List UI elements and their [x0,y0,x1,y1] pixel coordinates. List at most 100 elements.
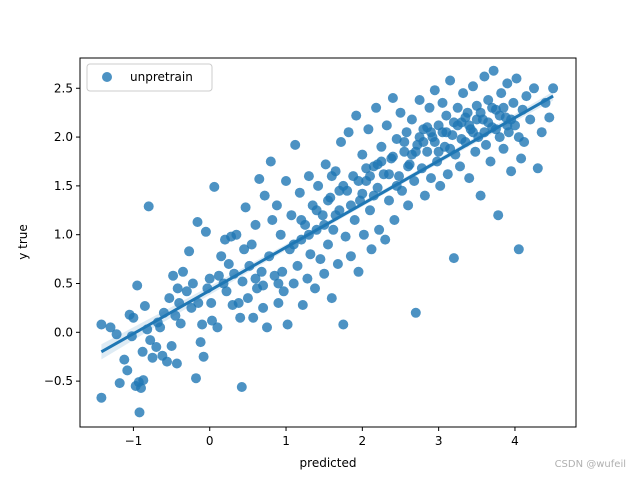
data-point [363,124,374,135]
legend-box [86,63,213,92]
data-point [389,215,400,225]
data-point [381,120,392,131]
x-tick-label: 1 [282,434,290,448]
data-point [365,205,375,216]
data-point [452,102,463,113]
data-point [320,159,331,170]
data-point [191,373,201,384]
data-point [138,375,149,386]
data-point [414,95,425,105]
data-point [353,176,364,186]
data-point [231,229,242,240]
legend: unpretrain [86,63,213,92]
data-point [96,319,107,330]
data-point [513,132,524,143]
data-point [464,120,475,131]
data-point [212,322,223,333]
data-point [529,83,539,94]
data-point [332,259,343,269]
data-point [481,139,491,150]
data-point [437,97,448,108]
data-point [544,112,555,123]
data-point [328,224,339,235]
data-point [349,215,360,225]
data-point [508,97,519,108]
data-point [166,341,177,351]
data-point [516,153,527,164]
data-point [458,88,469,99]
y-tick-label: 1.5 [54,179,73,193]
data-point [468,81,478,92]
data-point [240,202,251,213]
data-point [485,156,496,167]
data-point [239,244,250,255]
y-tick-label: −0.5 [44,374,73,388]
data-point [456,134,467,144]
data-point [399,137,410,147]
data-point [338,319,349,330]
data-point [357,188,368,199]
data-point [171,358,182,369]
data-point [502,78,513,89]
data-point [371,102,382,113]
x-axis: −1 0 1 2 3 4 [125,427,519,448]
data-point [139,301,150,311]
data-point [435,180,446,191]
data-point [258,280,269,291]
data-point [326,293,337,304]
data-point [372,159,383,170]
data-point [128,312,139,323]
data-point [200,226,211,237]
data-point [521,91,532,102]
x-tick-label: 4 [511,434,519,448]
data-point [267,215,278,225]
y-tick-label: 2.0 [54,130,73,144]
data-point [277,266,288,277]
data-point [288,278,299,289]
data-point [186,302,197,313]
data-point [170,310,181,321]
data-point [294,187,305,198]
data-point [305,249,316,260]
data-point [290,139,301,150]
data-point [433,146,444,157]
data-point [111,329,122,340]
data-point [445,75,456,86]
data-point [426,127,436,138]
data-point [259,190,270,201]
x-tick-label: 3 [435,434,443,448]
data-point [353,266,364,277]
data-point [310,283,320,294]
data-point [387,93,398,103]
data-point [487,102,498,113]
data-point [475,190,486,201]
y-tick-label: 0.0 [54,325,73,339]
data-point [262,322,272,333]
data-point [147,352,158,363]
data-point [409,176,420,186]
data-point [391,134,402,144]
data-point [471,114,482,125]
data-point [282,319,293,330]
data-point [168,270,179,281]
legend-label: unpretrain [130,70,193,84]
data-point [323,195,333,206]
data-point [351,110,362,121]
data-point [366,244,377,255]
data-point [426,173,436,184]
data-point [134,407,145,418]
data-point [488,65,499,76]
data-point [399,146,410,157]
data-point [114,378,125,389]
data-point [248,312,259,323]
data-point [302,273,313,284]
data-point [164,293,175,304]
data-point [275,229,286,240]
data-point [358,229,369,240]
data-point [441,110,452,121]
data-point [548,83,559,94]
data-point [271,200,282,211]
data-point [448,253,459,264]
data-point [343,127,354,138]
data-point [193,298,204,308]
